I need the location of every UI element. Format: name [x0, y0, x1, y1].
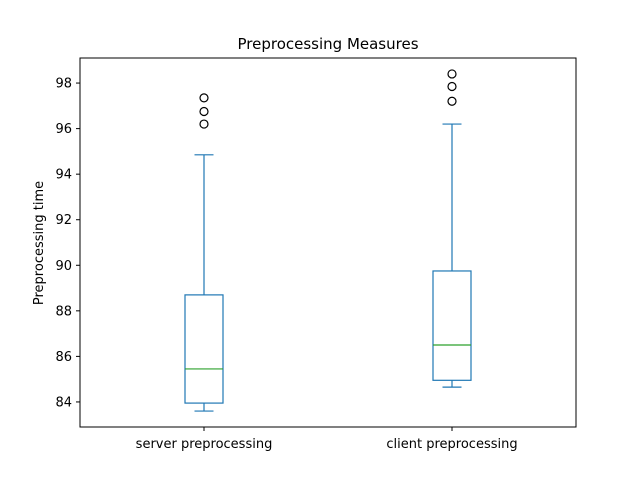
- chart-title: Preprocessing Measures: [237, 35, 418, 53]
- outlier-point: [447, 96, 457, 106]
- y-axis-label: Preprocessing time: [32, 181, 47, 305]
- box-group: [432, 69, 472, 388]
- box-group: [184, 93, 224, 412]
- y-tick-label: 92: [55, 213, 72, 228]
- axes: 84 86 88 90 92 94 96 98 server preprocessing clie…: [55, 77, 517, 452]
- y-tick-label: 94: [55, 168, 72, 183]
- x-tick-label: client preprocessing: [386, 437, 517, 452]
- x-tick-label: server preprocessing: [136, 437, 273, 452]
- y-tick-label: 90: [55, 259, 72, 274]
- outlier-point: [199, 93, 209, 103]
- y-tick-label: 88: [55, 304, 72, 319]
- plot-area: [184, 69, 472, 412]
- plot-frame: [79, 57, 577, 428]
- outlier-point: [199, 119, 209, 129]
- y-tick-label: 96: [55, 122, 72, 137]
- y-tick-label: 86: [55, 350, 72, 365]
- outlier-point: [447, 81, 457, 92]
- outlier-point: [199, 106, 209, 117]
- iqr-box: [184, 294, 224, 404]
- outlier-point: [447, 69, 457, 79]
- y-tick-label: 84: [55, 395, 72, 410]
- y-tick-label: 98: [55, 77, 72, 92]
- iqr-box: [432, 270, 472, 381]
